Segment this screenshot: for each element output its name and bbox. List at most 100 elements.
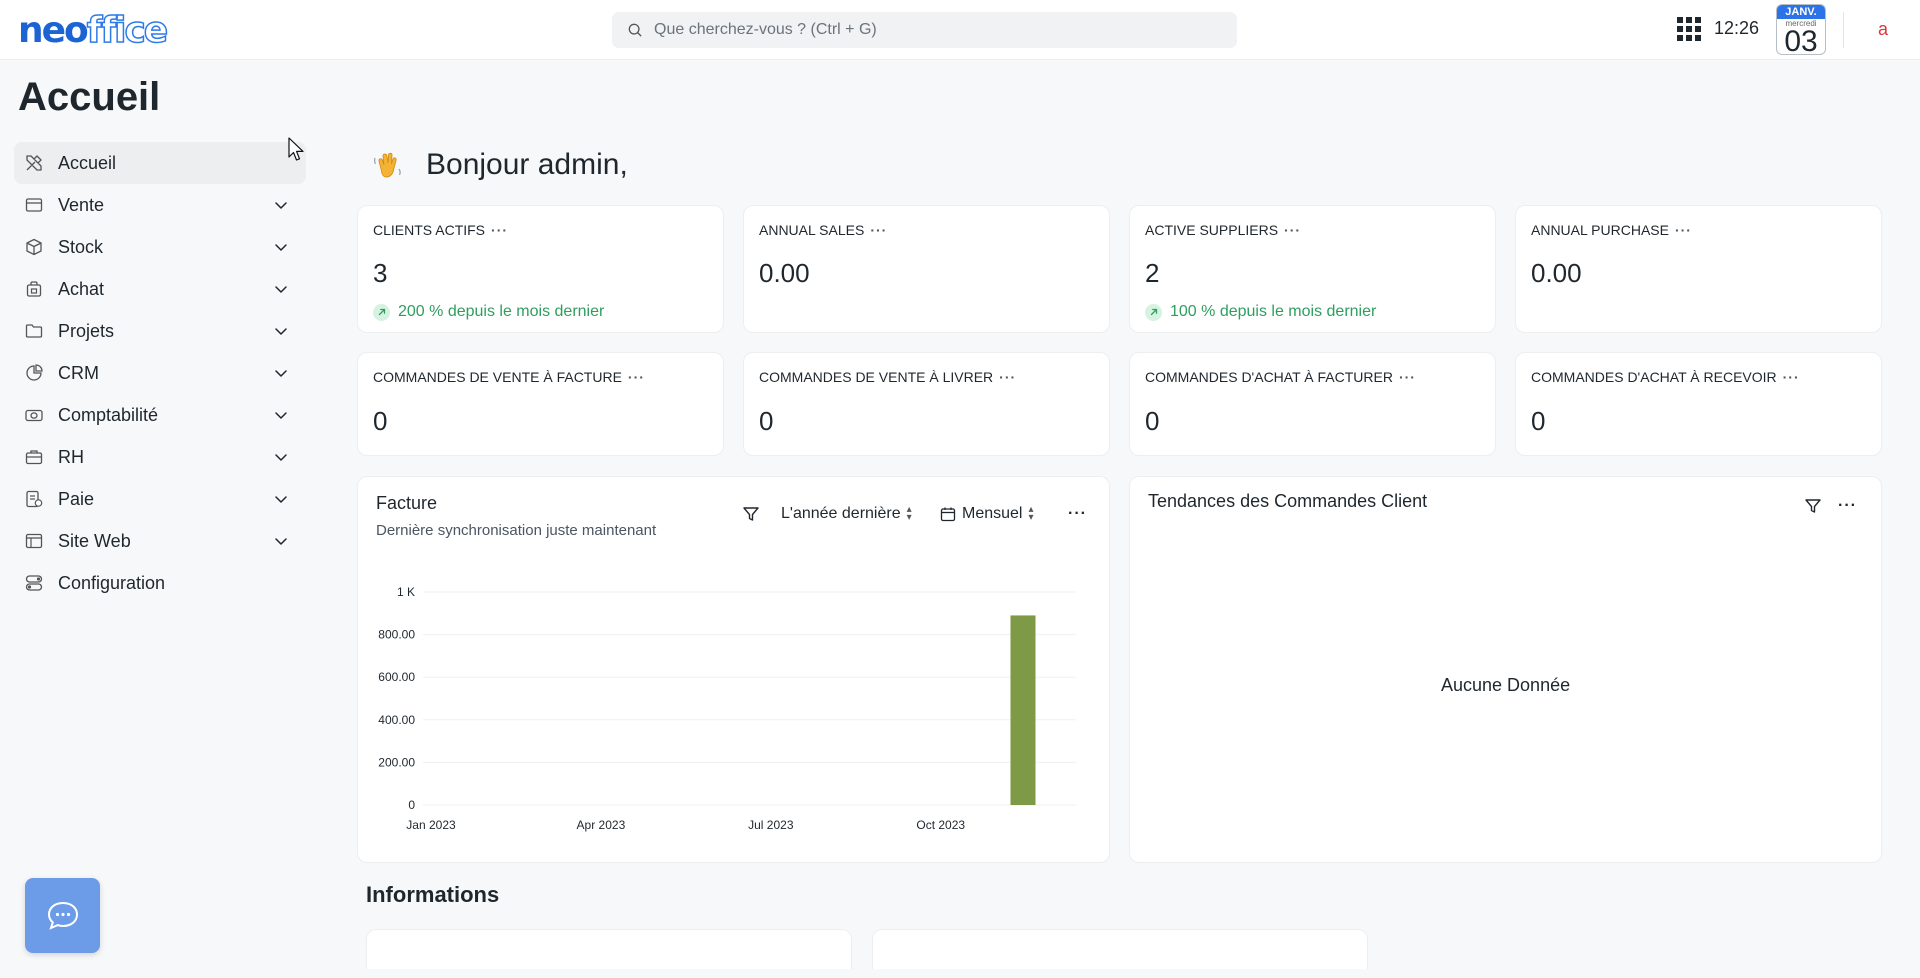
kpi-menu-button[interactable]: ··· [1674,222,1692,238]
kpi-card-commandes-d-achat-a-recevoir[interactable]: COMMANDES D'ACHAT À RECEVOIR ··· 0 [1515,352,1882,456]
arrow-up-right-icon [1145,303,1162,321]
briefcase-icon [24,447,44,467]
kpi-card-commandes-de-vente-a-livrer[interactable]: COMMANDES DE VENTE À LIVRER ··· 0 [743,352,1110,456]
kpi-menu-button[interactable]: ··· [870,222,888,238]
sidebar-item-label: Stock [58,236,104,257]
y-tick-label: 0 [408,798,415,812]
calendar-widget[interactable]: JANV. mercredi 03 [1776,4,1826,55]
sidebar-item-projets[interactable]: Projets [14,310,306,352]
filter-icon[interactable] [1804,497,1822,515]
sort-updown-icon: ▴ ▾ [1028,504,1034,523]
calendar-weekday: mercredi [1785,19,1817,28]
kpi-value: 3 [373,258,388,288]
filter-icon[interactable] [742,505,760,523]
chat-bubble-icon [47,901,78,930]
chevron-down-icon[interactable] [274,282,288,296]
kpi-label: CLIENTS ACTIFS ··· [373,222,509,238]
chevron-down-icon[interactable] [274,366,288,380]
kpi-value: 0 [1531,406,1546,436]
sales-order-trends-more-button[interactable]: ··· [1838,497,1857,514]
sidebar-item-configuration[interactable]: Configuration [14,562,306,604]
greeting-text: Bonjour admin, [426,148,628,181]
toggle-icon [24,573,44,593]
kpi-trend-text: 100 % depuis le mois dernier [1170,303,1377,320]
sidebar-item-label: Configuration [58,572,166,593]
neoffice-logo[interactable]: neoffice [18,10,174,51]
kpi-card-annual-sales[interactable]: ANNUAL SALES ··· 0.00 [743,205,1110,333]
sales-order-trends-title: Tendances des Commandes Client [1148,491,1428,511]
calendar-month: JANV. [1777,5,1825,19]
bar-dec-2023[interactable] [1010,615,1036,805]
receipt-icon [24,195,44,215]
kpi-label: ANNUAL SALES ··· [759,222,888,238]
calendar-icon [940,507,956,522]
period-filter-select[interactable]: L'année dernière ▴ ▾ [781,505,912,523]
sidebar-item-rh[interactable]: RH [14,436,306,478]
kpi-card-annual-purchase[interactable]: ANNUAL PURCHASE ··· 0.00 [1515,205,1882,333]
information-card [366,929,852,969]
chevron-down-icon[interactable] [274,324,288,338]
search-input[interactable] [654,12,1224,48]
kpi-menu-button[interactable]: ··· [1284,222,1302,238]
sidebar-item-achat[interactable]: Achat [14,268,306,310]
sidebar-item-paie[interactable]: Paie [14,478,306,520]
invoice-chart-more-button[interactable]: ··· [1068,505,1087,522]
sidebar-item-accueil[interactable]: Accueil [14,142,306,184]
chevron-down-icon[interactable] [274,534,288,548]
kpi-label: ACTIVE SUPPLIERS ··· [1145,222,1302,238]
kpi-value: 0.00 [1531,258,1582,288]
x-tick-label: Jul 2023 [748,818,794,832]
kpi-label: COMMANDES DE VENTE À LIVRER ··· [759,369,1017,385]
chevron-down-icon[interactable] [274,240,288,254]
kpi-label: COMMANDES D'ACHAT À FACTURER ··· [1145,369,1416,385]
kpi-value: 0 [759,406,774,436]
mouse-cursor-icon [288,137,304,161]
kpi-menu-button[interactable]: ··· [491,222,509,238]
kpi-card-clients-actifs[interactable]: CLIENTS ACTIFS ··· 3 200 % depuis le mois d… [357,205,724,333]
x-tick-label: Oct 2023 [916,818,965,832]
sidebar-item-label: Projets [58,320,115,341]
kpi-menu-button[interactable]: ··· [999,369,1017,385]
kpi-menu-button[interactable]: ··· [627,369,645,385]
sidebar: Accueil Vente Stock Achat Projets CRM Comptabi… [14,142,306,604]
sidebar-item-comptabilite[interactable]: Comptabilité [14,394,306,436]
kpi-card-active-suppliers[interactable]: ACTIVE SUPPLIERS ··· 2 100 % depuis le mois… [1129,205,1496,333]
calendar-day: 03 [1784,25,1818,55]
chevron-down-icon[interactable] [274,198,288,212]
kpi-menu-button[interactable]: ··· [1398,369,1416,385]
kpi-card-commandes-de-vente-a-facture[interactable]: COMMANDES DE VENTE À FACTURE ··· 0 [357,352,724,456]
sales-order-trends-card: Tendances des Commandes Client ··· Aucun… [1129,476,1882,863]
navbar-divider [1843,12,1844,48]
chevron-down-icon[interactable] [274,492,288,506]
kpi-card-commandes-d-achat-a-facturer[interactable]: COMMANDES D'ACHAT À FACTURER ··· 0 [1129,352,1496,456]
interval-filter-label: Mensuel [962,505,1023,522]
interval-filter-select[interactable]: Mensuel ▴ ▾ [940,505,1034,523]
chevron-down-icon[interactable] [274,450,288,464]
period-filter-label: L'année dernière [781,505,901,522]
sort-updown-icon: ▴ ▾ [906,504,912,523]
sidebar-item-label: CRM [58,362,99,383]
kpi-trend-text: 200 % depuis le mois dernier [398,303,605,320]
sidebar-item-crm[interactable]: CRM [14,352,306,394]
user-avatar[interactable]: a [1877,19,1888,39]
kpi-value: 0 [1145,406,1160,436]
folder-icon [24,321,44,341]
x-tick-label: Jan 2023 [406,818,456,832]
global-search[interactable] [612,12,1237,48]
chat-button[interactable] [25,878,100,953]
waving-hand-icon [373,152,401,178]
top-navbar: neoffice 12:26 JANV. mercredi 03 a [0,0,1920,60]
payroll-icon [24,489,44,509]
sidebar-item-stock[interactable]: Stock [14,226,306,268]
apps-grid-icon[interactable] [1677,17,1701,41]
chevron-down-icon[interactable] [274,408,288,422]
sidebar-item-site-web[interactable]: Site Web [14,520,306,562]
invoice-bar-chart: 0 200.00 400.00 600.00 800.00 1 K Jan 2023 Apr … [378,585,1076,832]
informations-heading: Informations [366,882,500,907]
kpi-menu-button[interactable]: ··· [1782,369,1800,385]
sidebar-item-label: RH [58,446,84,467]
invoice-chart-subtitle: Dernière synchronisation juste maintenan… [376,522,657,539]
sidebar-item-vente[interactable]: Vente [14,184,306,226]
logo-part-neo: neo [18,10,89,51]
y-tick-label: 600.00 [378,670,415,684]
